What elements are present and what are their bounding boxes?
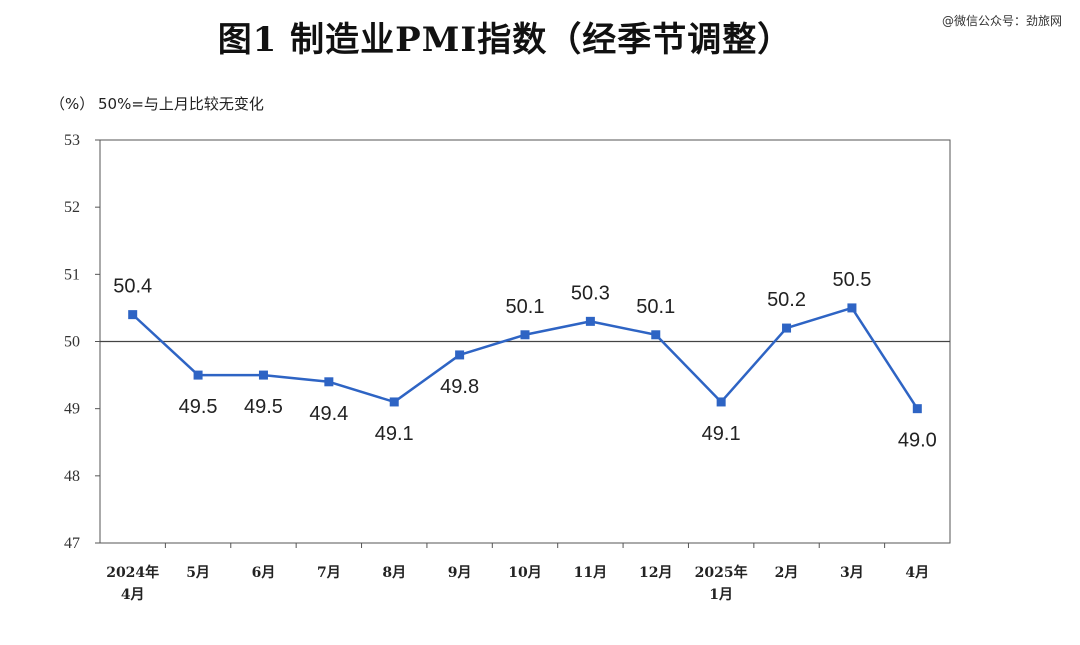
x-tick-label: 9月 [448, 565, 472, 581]
x-tick-label: 2025年 [695, 564, 748, 581]
y-axis-unit-label: （%） [50, 95, 95, 113]
x-tick-label: 3月 [840, 565, 864, 581]
y-tick-label: 47 [64, 535, 80, 552]
chart-title: 图1 制造业PMI指数（经季节调整） [217, 20, 793, 60]
x-tick-label: 11月 [574, 565, 607, 581]
data-point-marker [912, 404, 922, 414]
data-label: 49.5 [244, 396, 283, 418]
data-point-marker [651, 330, 661, 340]
y-tick-label: 48 [64, 468, 80, 485]
x-tick-label: 4月 [121, 587, 145, 603]
data-label: 50.2 [767, 289, 806, 311]
y-tick-label: 49 [64, 401, 80, 418]
data-point-marker [389, 397, 399, 407]
data-label: 50.4 [113, 276, 152, 298]
y-tick-label: 53 [64, 132, 80, 149]
data-label: 50.5 [832, 269, 871, 291]
y-tick-label: 51 [64, 266, 80, 283]
data-point-marker [520, 330, 530, 340]
watermark: @微信公众号：劲旅网 [941, 14, 1062, 28]
pmi-series-line [131, 306, 919, 410]
data-point-marker [128, 310, 138, 320]
y-tick-label: 50 [64, 334, 80, 351]
data-point-marker [585, 316, 595, 326]
x-tick-label: 4月 [905, 565, 929, 581]
reference-note: 50%=与上月比较无变化 [98, 95, 264, 113]
data-point-marker [716, 397, 726, 407]
y-tick-label: 52 [64, 199, 80, 216]
data-label: 49.5 [179, 396, 218, 418]
data-point-marker [782, 323, 792, 333]
x-tick-label: 2月 [775, 565, 799, 581]
data-point-marker [847, 303, 857, 313]
data-point-marker [258, 370, 268, 380]
data-label: 50.1 [506, 296, 545, 318]
data-point-marker [455, 350, 465, 360]
x-tick-label: 2024年 [106, 564, 159, 581]
x-tick-label: 5月 [186, 565, 210, 581]
x-tick-label: 6月 [252, 565, 276, 581]
data-label: 49.1 [375, 423, 414, 445]
x-tick-label: 10月 [508, 565, 541, 581]
data-label: 49.1 [702, 423, 741, 445]
data-point-marker [193, 370, 203, 380]
x-tick-label: 12月 [639, 565, 672, 581]
data-label: 50.3 [571, 282, 610, 304]
data-label: 50.1 [636, 296, 675, 318]
x-tick-label: 1月 [709, 587, 733, 603]
x-tick-label: 7月 [317, 565, 341, 581]
x-tick-label: 8月 [382, 565, 406, 581]
data-label: 49.4 [309, 403, 348, 425]
data-label: 49.8 [440, 376, 479, 398]
data-label: 49.0 [898, 430, 937, 452]
data-point-marker [324, 377, 334, 387]
